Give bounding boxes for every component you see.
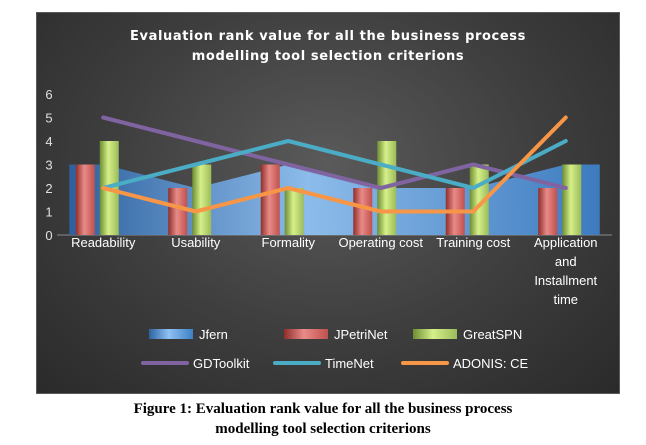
- bar-jpetrinet: [75, 164, 95, 235]
- line-adonis-ce: [101, 115, 568, 214]
- bar-greatspn: [562, 164, 582, 235]
- legend-label-jfern: Jfern: [199, 327, 228, 342]
- chart-title-line-1: Evaluation rank value for all the busine…: [130, 29, 526, 44]
- legend-swatch-greatspn: [413, 329, 457, 339]
- x-tick-label: Usability: [171, 235, 221, 250]
- bar-greatspn: [192, 164, 212, 235]
- bar-jpetrinet: [538, 188, 558, 235]
- bar-jpetrinet: [168, 188, 188, 235]
- figure-caption: Figure 1: Evaluation rank value for all …: [0, 399, 646, 439]
- caption-line-1: Figure 1: Evaluation rank value for all …: [133, 401, 513, 417]
- x-tick-label: Application: [534, 235, 598, 250]
- legend-label-adonis-ce: ADONIS: CE: [453, 356, 528, 371]
- x-tick-label: Formality: [262, 235, 316, 250]
- line-timenet: [101, 139, 568, 190]
- x-tick-label: Readability: [71, 235, 136, 250]
- chart-svg: Evaluation rank value for all the busine…: [45, 29, 612, 371]
- x-tick-label: time: [553, 292, 578, 307]
- y-tick-label: 4: [45, 134, 52, 149]
- chart-frame: Evaluation rank value for all the busine…: [36, 12, 620, 394]
- bar-jpetrinet: [260, 164, 280, 235]
- legend-label-greatspn: GreatSPN: [463, 327, 522, 342]
- x-tick-label: Operating cost: [338, 235, 423, 250]
- legend-label-jpetrinet: JPetriNet: [334, 327, 388, 342]
- y-tick-label: 5: [45, 111, 52, 126]
- bar-greatspn: [284, 188, 304, 235]
- y-tick-label: 0: [45, 228, 52, 243]
- x-tick-label: Installment: [534, 273, 597, 288]
- legend-label-gdtoolkit: GDToolkit: [193, 356, 250, 371]
- legend-swatch-jfern: [149, 329, 193, 339]
- y-tick-label: 3: [45, 158, 52, 173]
- x-tick-label: and: [555, 254, 577, 269]
- legend-label-timenet: TimeNet: [325, 356, 374, 371]
- x-tick-label: Training cost: [436, 235, 510, 250]
- bar-jpetrinet: [353, 188, 373, 235]
- y-tick-label: 6: [45, 87, 52, 102]
- y-tick-label: 1: [45, 205, 52, 220]
- caption-line-2: modelling tool selection criterions: [215, 421, 431, 437]
- legend-swatch-jpetrinet: [284, 329, 328, 339]
- line-gdtoolkit: [101, 115, 568, 190]
- chart-title-line-2: modelling tool selection criterions: [192, 49, 464, 64]
- y-tick-label: 2: [45, 181, 52, 196]
